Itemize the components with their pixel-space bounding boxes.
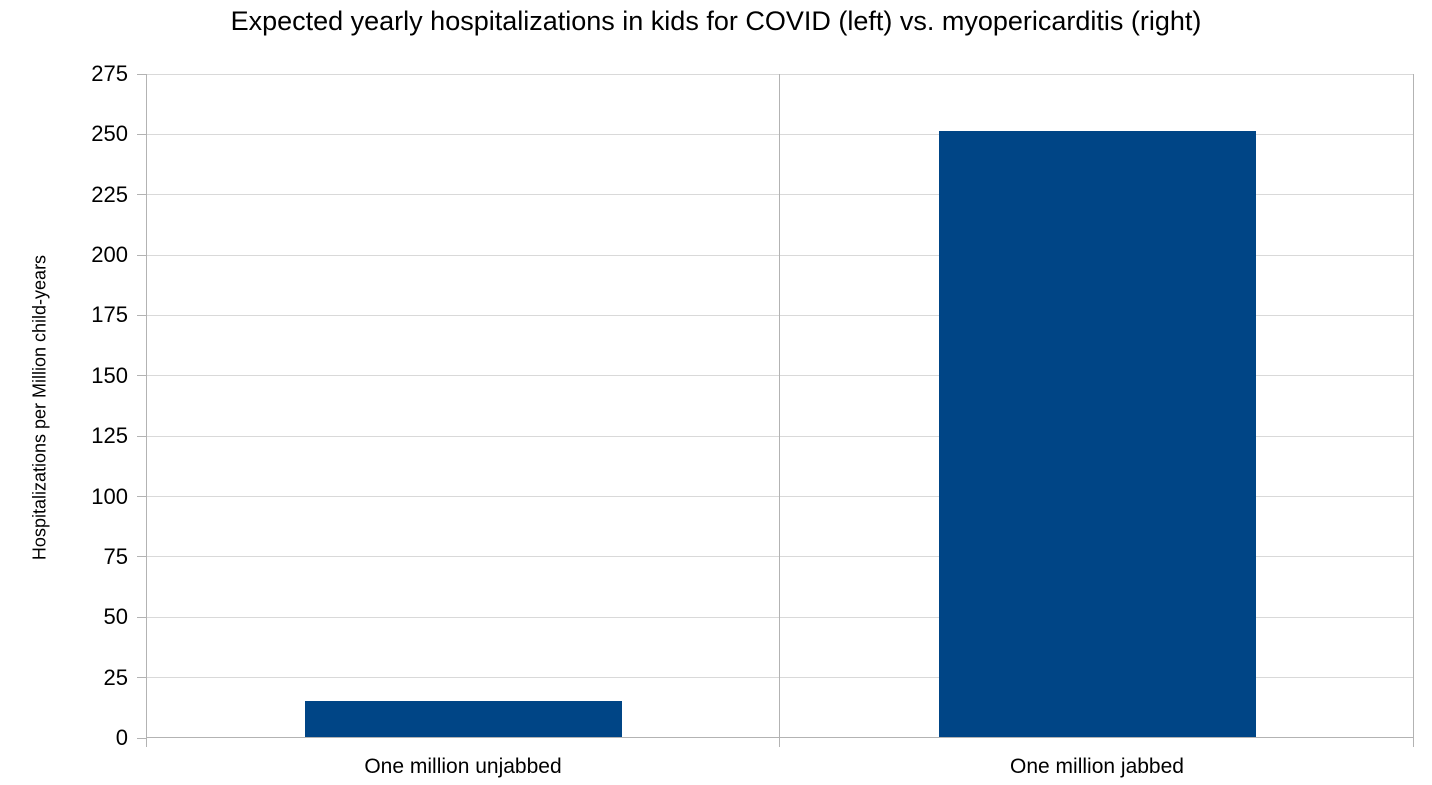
y-tick-mark-125	[137, 435, 146, 437]
y-tick-label-0: 0	[115, 725, 128, 750]
h-gridline-25	[146, 677, 1414, 679]
x-axis-line	[146, 737, 1414, 738]
category-label-one-million-unjabbed: One million unjabbed	[364, 755, 562, 778]
y-tick-label-125: 125	[91, 423, 128, 449]
category-label-one-million-jabbed: One million jabbed	[1010, 755, 1184, 778]
h-gridline-50	[146, 616, 1414, 618]
bar-one-million-jabbed	[939, 131, 1256, 737]
y-tick-mark-75	[137, 556, 146, 558]
bar-one-million-unjabbed	[305, 701, 622, 737]
plot-area	[137, 73, 1414, 747]
y-tick-label-75: 75	[103, 543, 128, 569]
y-tick-label-275: 275	[91, 61, 128, 86]
y-tick-mark-50	[137, 616, 146, 618]
h-gridline-100	[146, 496, 1414, 498]
y-axis-line	[146, 74, 147, 747]
h-gridline-250	[146, 133, 1414, 135]
h-gridline-275	[146, 73, 1414, 75]
h-gridline-75	[146, 556, 1414, 558]
y-tick-mark-200	[137, 254, 146, 256]
y-tick-label-225: 225	[91, 181, 128, 207]
y-tick-mark-0	[137, 737, 146, 739]
h-gridline-200	[146, 254, 1414, 256]
h-gridline-125	[146, 435, 1414, 437]
y-tick-label-250: 250	[91, 121, 128, 147]
y-tick-label-25: 25	[103, 664, 128, 690]
y-tick-label-175: 175	[91, 302, 128, 328]
y-tick-label-100: 100	[91, 483, 128, 509]
y-tick-mark-100	[137, 496, 146, 498]
chart-title: Expected yearly hospitalizations in kids…	[230, 6, 1202, 36]
y-tick-label-50: 50	[103, 604, 128, 630]
y-tick-mark-175	[137, 314, 146, 316]
y-tick-mark-150	[137, 375, 146, 377]
category-divider-line	[779, 74, 780, 747]
y-tick-mark-275	[137, 73, 146, 75]
y-tick-label-200: 200	[91, 242, 128, 268]
y-tick-mark-25	[137, 677, 146, 679]
y-tick-mark-225	[137, 194, 146, 196]
plot-right-border	[1413, 74, 1414, 747]
y-tick-mark-250	[137, 133, 146, 135]
h-gridline-150	[146, 375, 1414, 377]
h-gridline-225	[146, 194, 1414, 196]
h-gridline-175	[146, 314, 1414, 316]
y-tick-label-150: 150	[91, 362, 128, 388]
